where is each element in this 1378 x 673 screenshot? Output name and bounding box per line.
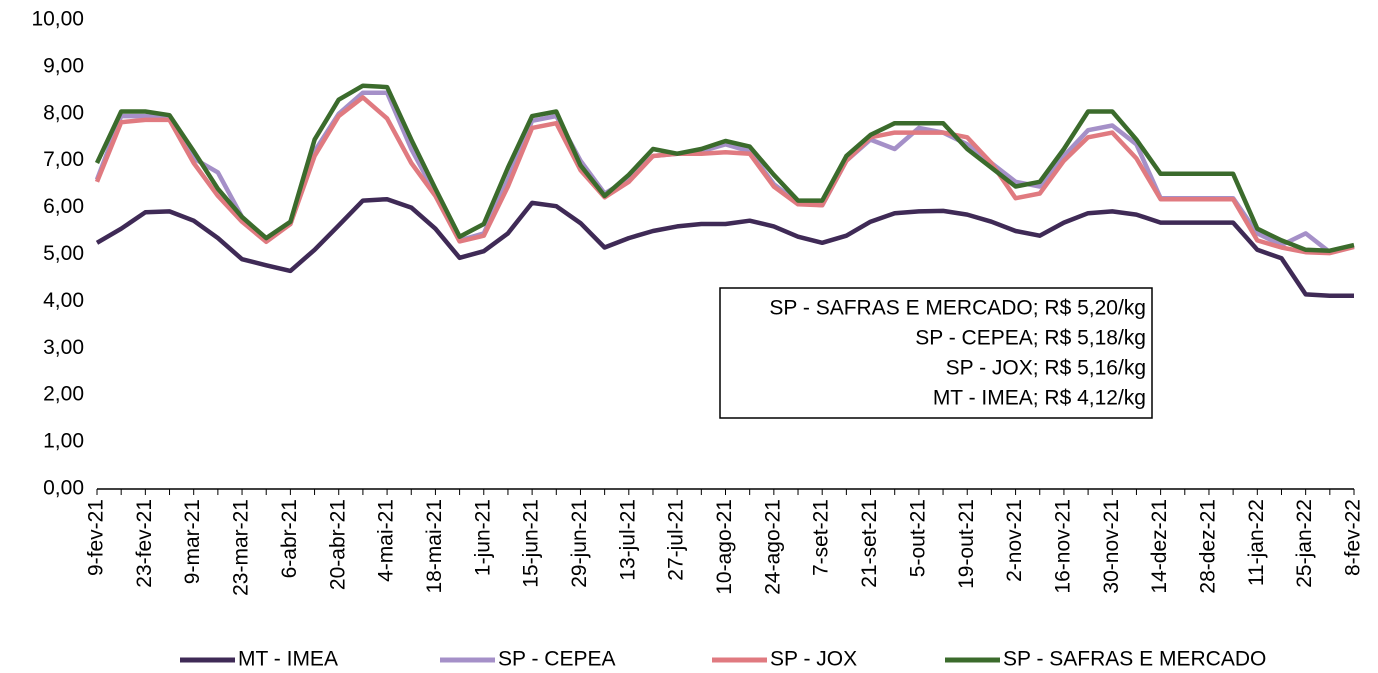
x-tick-label: 23-mar-21 — [230, 499, 253, 596]
x-tick-label: 18-mai-21 — [423, 499, 446, 594]
x-tick-label: 7-set-21 — [810, 499, 833, 576]
legend-label: SP - SAFRAS E MERCADO — [1003, 648, 1266, 671]
y-tick-label: 10,00 — [31, 8, 84, 31]
x-tick-label: 6-abr-21 — [278, 499, 301, 578]
series-line — [94, 95, 1355, 256]
x-tick-label: 27-jul-21 — [665, 499, 688, 581]
x-tick-label: 19-out-21 — [955, 499, 978, 589]
y-tick-label: 8,00 — [43, 101, 84, 124]
series-line — [94, 83, 1355, 253]
y-tick-label: 0,00 — [43, 477, 84, 500]
legend-label: MT - IMEA — [238, 648, 338, 671]
series-line — [95, 196, 1354, 299]
x-tick-label: 25-jan-22 — [1293, 499, 1316, 588]
x-tick-label: 2-nov-21 — [1003, 499, 1026, 582]
y-tick-label: 9,00 — [43, 54, 84, 77]
y-tick-label: 3,00 — [43, 336, 84, 359]
x-tick-label: 9-mar-21 — [181, 499, 204, 584]
x-tick-label: 14-dez-21 — [1148, 499, 1171, 594]
annotation: SP - CEPEA; R$ 5,18/kg — [915, 327, 1146, 350]
y-tick-label: 1,00 — [43, 430, 84, 453]
x-tick-label: 10-ago-21 — [713, 499, 736, 595]
x-tick-label: 21-set-21 — [858, 499, 881, 588]
x-tick-label: 29-jun-21 — [568, 499, 591, 588]
x-tick-label: 11-jan-22 — [1245, 499, 1268, 586]
x-tick-label: 5-out-21 — [906, 499, 929, 577]
x-tick-label: 4-mai-21 — [375, 499, 398, 582]
x-tick-label: 23-fev-21 — [133, 499, 156, 588]
x-tick-label: 24-ago-21 — [761, 499, 784, 595]
annotation-box — [719, 287, 1153, 419]
x-tick-label: 15-jun-21 — [520, 499, 543, 588]
legend-label: SP - CEPEA — [498, 648, 616, 671]
y-tick-label: 4,00 — [43, 289, 84, 312]
annotation: SP - JOX; R$ 5,16/kg — [946, 357, 1146, 380]
y-tick-label: 7,00 — [43, 148, 84, 171]
x-tick-label: 30-nov-21 — [1100, 499, 1123, 594]
x-tick-label: 8-fev-22 — [1342, 499, 1365, 576]
annotation: MT - IMEA; R$ 4,12/kg — [933, 387, 1146, 410]
x-tick-label: 16-nov-21 — [1051, 499, 1074, 594]
x-tick-label: 20-abr-21 — [326, 499, 349, 590]
annotation: SP - SAFRAS E MERCADO; R$ 5,20/kg — [769, 297, 1146, 320]
legend-label: SP - JOX — [770, 648, 857, 671]
x-tick-label: 13-jul-21 — [616, 499, 639, 581]
y-tick-label: 5,00 — [43, 242, 84, 265]
x-tick-label: 9-fev-21 — [85, 499, 108, 576]
y-tick-label: 6,00 — [43, 195, 84, 218]
x-tick-label: 1-jun-21 — [471, 499, 494, 576]
y-tick-label: 2,00 — [43, 383, 84, 406]
x-tick-label: 28-dez-21 — [1197, 499, 1220, 594]
